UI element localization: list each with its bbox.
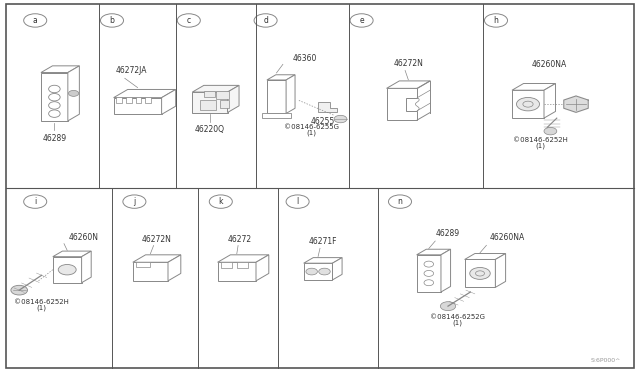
Polygon shape bbox=[564, 96, 588, 112]
Ellipse shape bbox=[424, 280, 434, 286]
Polygon shape bbox=[256, 255, 269, 281]
Polygon shape bbox=[465, 260, 495, 287]
Bar bbox=[136, 97, 141, 103]
Text: 46289: 46289 bbox=[42, 134, 67, 143]
Polygon shape bbox=[41, 66, 79, 73]
Polygon shape bbox=[544, 83, 556, 118]
Bar bbox=[262, 113, 291, 118]
Bar bbox=[126, 97, 132, 103]
Polygon shape bbox=[495, 254, 506, 287]
Text: d: d bbox=[263, 16, 268, 25]
Polygon shape bbox=[286, 75, 295, 113]
Text: (1): (1) bbox=[452, 320, 463, 326]
Text: a: a bbox=[33, 16, 38, 25]
Polygon shape bbox=[387, 89, 417, 120]
Polygon shape bbox=[114, 89, 175, 97]
Text: ©08146-6252H: ©08146-6252H bbox=[14, 299, 69, 305]
Text: ©08146-6252G: ©08146-6252G bbox=[430, 314, 485, 320]
Text: k: k bbox=[218, 197, 223, 206]
Polygon shape bbox=[417, 255, 441, 292]
Text: 46272N: 46272N bbox=[142, 235, 172, 244]
Polygon shape bbox=[512, 83, 556, 90]
Circle shape bbox=[306, 268, 317, 275]
Text: 46289: 46289 bbox=[435, 229, 460, 238]
Polygon shape bbox=[41, 73, 68, 121]
Text: S:6P000^: S:6P000^ bbox=[591, 358, 621, 363]
Ellipse shape bbox=[49, 110, 60, 118]
Circle shape bbox=[440, 302, 456, 311]
Text: 46260N: 46260N bbox=[68, 233, 98, 242]
Text: c: c bbox=[187, 16, 191, 25]
Text: l: l bbox=[296, 197, 299, 206]
Text: 46360: 46360 bbox=[292, 54, 317, 63]
Ellipse shape bbox=[49, 85, 60, 93]
Text: b: b bbox=[109, 16, 115, 25]
Polygon shape bbox=[82, 251, 92, 283]
Polygon shape bbox=[318, 102, 337, 112]
Polygon shape bbox=[53, 251, 92, 257]
Polygon shape bbox=[218, 255, 269, 262]
Ellipse shape bbox=[424, 261, 434, 267]
Polygon shape bbox=[267, 75, 295, 80]
Text: ©08146-6252H: ©08146-6252H bbox=[513, 137, 568, 143]
Text: 46220Q: 46220Q bbox=[195, 125, 225, 134]
Polygon shape bbox=[417, 249, 451, 255]
Polygon shape bbox=[304, 257, 342, 263]
Bar bbox=[145, 97, 151, 103]
Bar bbox=[221, 262, 232, 268]
Polygon shape bbox=[304, 263, 333, 280]
Polygon shape bbox=[228, 85, 239, 112]
Polygon shape bbox=[68, 66, 79, 121]
Bar bbox=[136, 262, 150, 267]
Circle shape bbox=[470, 267, 490, 279]
Polygon shape bbox=[192, 85, 239, 92]
Text: (1): (1) bbox=[536, 142, 546, 149]
Bar bbox=[216, 91, 229, 99]
Circle shape bbox=[319, 268, 330, 275]
Circle shape bbox=[544, 127, 557, 135]
Text: i: i bbox=[34, 197, 36, 206]
Polygon shape bbox=[192, 92, 228, 112]
Polygon shape bbox=[161, 89, 175, 114]
Polygon shape bbox=[267, 80, 286, 113]
Polygon shape bbox=[218, 262, 256, 281]
Polygon shape bbox=[114, 97, 161, 114]
Bar bbox=[220, 100, 229, 108]
Text: 46272: 46272 bbox=[228, 235, 252, 244]
Polygon shape bbox=[333, 257, 342, 280]
Text: n: n bbox=[397, 197, 403, 206]
Polygon shape bbox=[53, 257, 82, 283]
Text: 46260NA: 46260NA bbox=[531, 60, 566, 68]
Text: 46272JA: 46272JA bbox=[115, 66, 147, 75]
Circle shape bbox=[11, 285, 28, 295]
Text: h: h bbox=[493, 16, 499, 25]
Text: 46255: 46255 bbox=[311, 117, 335, 126]
Polygon shape bbox=[512, 90, 544, 118]
Text: (1): (1) bbox=[307, 129, 317, 136]
Polygon shape bbox=[168, 255, 181, 281]
Polygon shape bbox=[387, 81, 430, 89]
Polygon shape bbox=[133, 255, 181, 262]
Bar bbox=[204, 91, 215, 97]
Text: e: e bbox=[359, 16, 364, 25]
Circle shape bbox=[68, 90, 79, 96]
Text: 46272N: 46272N bbox=[394, 59, 423, 68]
Circle shape bbox=[58, 264, 76, 275]
Text: 46271F: 46271F bbox=[309, 237, 337, 246]
Text: ©08146-6255G: ©08146-6255G bbox=[284, 124, 339, 130]
Text: j: j bbox=[133, 197, 136, 206]
Ellipse shape bbox=[424, 270, 434, 276]
Ellipse shape bbox=[49, 102, 60, 109]
Bar bbox=[237, 262, 248, 268]
Polygon shape bbox=[441, 249, 451, 292]
Bar bbox=[200, 100, 216, 110]
Text: (1): (1) bbox=[36, 304, 47, 311]
Circle shape bbox=[334, 115, 347, 123]
Bar bbox=[116, 97, 122, 103]
Circle shape bbox=[516, 97, 540, 111]
Text: 46260NA: 46260NA bbox=[490, 233, 525, 243]
Polygon shape bbox=[465, 254, 506, 260]
Polygon shape bbox=[133, 262, 168, 281]
Ellipse shape bbox=[49, 93, 60, 101]
